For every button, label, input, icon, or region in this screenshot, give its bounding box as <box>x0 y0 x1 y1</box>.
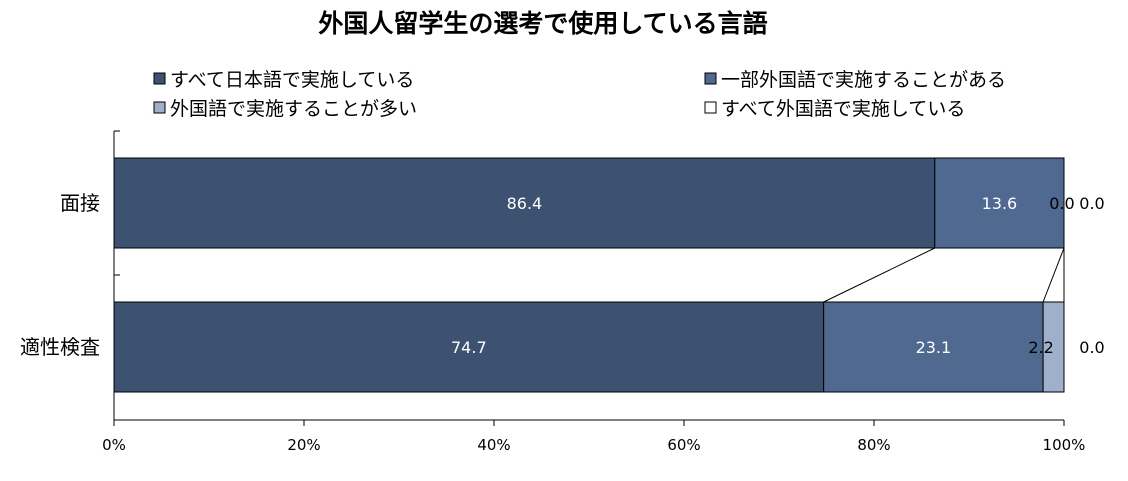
x-ticks: 0% 20% 40% 60% 80% 100% <box>102 420 1085 454</box>
legend-swatch-3 <box>704 101 717 114</box>
data-label-0-1: 13.6 <box>982 194 1018 213</box>
x-tick-label: 60% <box>667 436 700 454</box>
x-tick-label: 0% <box>102 436 126 454</box>
data-label-0-2: 0.0 <box>1049 194 1074 213</box>
bar-1-1 <box>823 301 1044 393</box>
category-label: 面接 <box>60 191 100 215</box>
legend: すべて日本語で実施している 一部外国語で実施することがある 外国語で実施すること… <box>153 69 1006 120</box>
value-labels: 86.4 13.6 0.0 0.0 74.7 23.1 2.2 0.0 <box>451 194 1105 357</box>
bar-1-2 <box>1042 301 1065 393</box>
data-label-1-1: 23.1 <box>916 338 952 357</box>
bars <box>113 157 1065 393</box>
chart-title: 外国人留学生の選考で使用している言語 <box>318 9 767 38</box>
bar-0-1 <box>934 157 1065 249</box>
x-tick-label: 40% <box>477 436 510 454</box>
data-label-0-0: 86.4 <box>507 194 543 213</box>
series-line-1 <box>823 247 936 303</box>
legend-label-3: すべて外国語で実施している <box>721 98 965 120</box>
data-label-1-2: 2.2 <box>1028 338 1053 357</box>
category-label: 適性検査 <box>20 335 100 359</box>
x-tick-label: 20% <box>287 436 320 454</box>
series-lines <box>823 247 1065 303</box>
bar-0-0 <box>113 157 936 249</box>
data-label-1-0: 74.7 <box>451 338 487 357</box>
bar-1-0 <box>113 301 825 393</box>
legend-swatch-2 <box>153 101 166 114</box>
x-tick-label: 80% <box>857 436 890 454</box>
legend-label-2: 外国語で実施することが多い <box>170 98 417 120</box>
series-line-2 <box>1042 247 1065 303</box>
legend-swatch-0 <box>153 72 166 85</box>
legend-swatch-1 <box>704 72 717 85</box>
data-label-1-3: 0.0 <box>1079 338 1104 357</box>
x-tick-label: 100% <box>1043 436 1086 454</box>
legend-label-1: 一部外国語で実施することがある <box>721 69 1006 91</box>
data-label-0-3: 0.0 <box>1079 194 1104 213</box>
legend-label-0: すべて日本語で実施している <box>170 69 414 91</box>
